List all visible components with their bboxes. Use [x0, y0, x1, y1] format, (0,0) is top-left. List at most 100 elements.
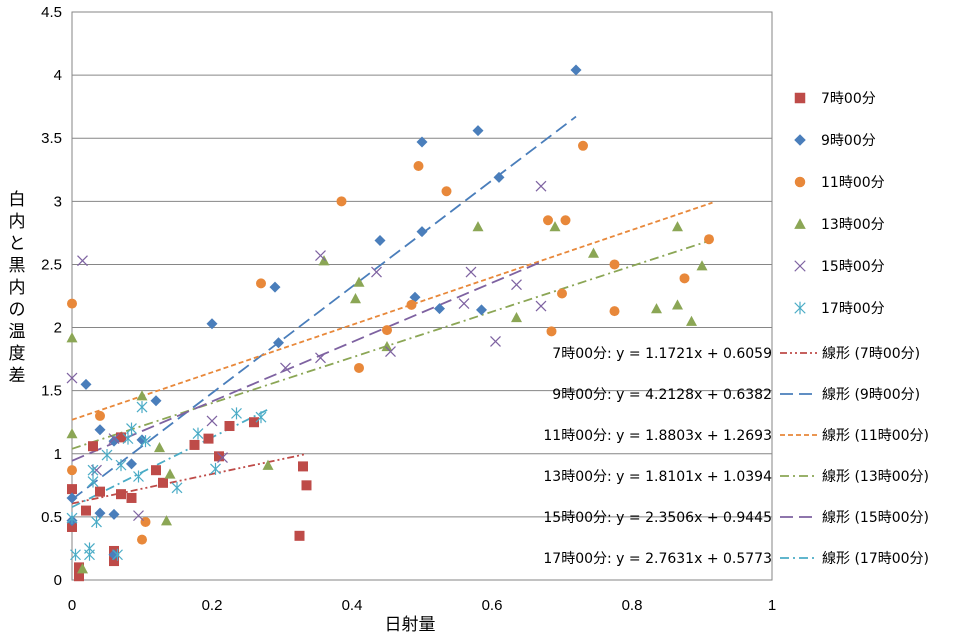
triangle-marker	[136, 390, 148, 401]
trendline	[71, 201, 713, 421]
x-marker	[385, 346, 396, 357]
asterisk-marker	[87, 475, 99, 488]
diamond-marker	[66, 492, 78, 504]
triangle-marker	[511, 311, 522, 323]
circle-marker	[794, 176, 806, 188]
y-tick-label: 4	[54, 67, 62, 84]
diamond-marker	[416, 226, 428, 238]
diamond-marker	[570, 64, 582, 76]
series-points	[66, 180, 547, 522]
asterisk-marker	[133, 470, 144, 483]
x-marker	[280, 362, 291, 374]
x-marker	[490, 336, 501, 347]
legend-label: 15時00分	[821, 259, 885, 275]
y-axis-title-char: 温	[9, 322, 26, 342]
series-points	[66, 401, 267, 561]
circle-marker	[578, 140, 588, 151]
square-marker	[214, 451, 224, 462]
asterisk-marker	[231, 407, 242, 420]
y-axis-title-char: の	[9, 300, 26, 320]
series-points	[67, 140, 714, 545]
y-tick-label: 1.5	[41, 383, 62, 400]
diamond-marker	[80, 378, 92, 390]
triangle-marker	[588, 247, 599, 258]
x-marker	[315, 352, 326, 364]
trend-equation: 13時00分: y = 1.8101x + 1.0394	[543, 469, 772, 485]
y-axis-title: 白内と黒内の温度差	[9, 190, 26, 386]
legend-trend-label: 線形 (15時00分)	[822, 510, 929, 526]
circle-marker	[557, 288, 567, 299]
x-marker	[133, 510, 144, 522]
y-axis-title-char: 黒	[9, 256, 26, 276]
y-tick-label: 3	[54, 193, 62, 210]
square-marker	[294, 530, 305, 541]
x-tick-label: 0.8	[622, 597, 643, 614]
diamond-marker	[472, 125, 484, 137]
square-marker	[67, 521, 77, 532]
x-tick-label: 0.2	[202, 597, 223, 614]
legend-label: 13時00分	[821, 217, 885, 233]
y-axis-title-char: 度	[9, 344, 26, 364]
plot-border	[71, 11, 773, 581]
square-marker	[126, 492, 137, 503]
y-axis-title-char: 差	[9, 366, 26, 386]
diamond-marker	[269, 281, 281, 293]
y-axis-title-char: 内	[9, 212, 26, 232]
asterisk-marker	[91, 515, 102, 528]
diamond-marker	[273, 337, 284, 349]
trend-equation: 9時00分: y = 4.2128x + 0.6382	[552, 387, 772, 403]
x-marker	[794, 260, 806, 272]
square-marker	[203, 433, 214, 444]
x-marker	[458, 298, 470, 309]
square-marker	[74, 562, 84, 573]
y-tick-label: 1	[54, 446, 62, 463]
asterisk-marker	[122, 432, 134, 445]
series-points	[67, 417, 312, 582]
square-marker	[109, 556, 119, 567]
square-marker	[794, 92, 806, 104]
circle-marker	[256, 278, 266, 289]
asterisk-marker	[115, 459, 127, 472]
asterisk-marker	[192, 427, 204, 440]
x-marker	[217, 452, 228, 463]
square-marker	[116, 489, 126, 500]
legend-trend-label: 線形 (17時00分)	[822, 551, 929, 567]
y-tick-label: 4.5	[41, 4, 62, 21]
square-marker	[158, 477, 168, 488]
trend-equation: 7時00分: y = 1.1721x + 0.6059	[552, 346, 772, 362]
square-marker	[74, 571, 84, 582]
y-tick-label: 0.5	[41, 509, 62, 526]
legend: 7時00分 9時00分 11時00分 13時00分 15時00分 17時00分 7時00分:…	[543, 91, 929, 567]
circle-marker	[704, 234, 714, 245]
circle-marker	[560, 215, 571, 226]
diamond-marker	[434, 303, 445, 315]
gridlines	[71, 11, 773, 581]
asterisk-marker	[112, 548, 123, 561]
square-marker	[88, 441, 98, 452]
circle-marker	[137, 534, 147, 545]
legend-label: 9時00分	[821, 133, 876, 149]
asterisk-marker	[210, 462, 221, 475]
y-tick-label: 2	[54, 320, 62, 337]
triangle-marker	[161, 515, 172, 526]
trend-equation: 11時00分: y = 1.8803x + 1.2693	[543, 428, 772, 444]
legend-trend-label: 線形 (11時00分)	[822, 428, 929, 444]
x-marker	[511, 279, 522, 291]
trend-equation: 17時00分: y = 2.7631x + 0.5773	[543, 551, 772, 567]
x-marker	[315, 250, 326, 262]
square-marker	[116, 432, 126, 443]
diamond-marker	[493, 171, 505, 183]
triangle-marker	[549, 221, 561, 232]
legend-label: 17時00分	[821, 301, 885, 317]
circle-marker	[95, 410, 105, 421]
diamond-marker	[108, 508, 120, 520]
circle-marker	[609, 259, 620, 270]
x-marker	[206, 415, 218, 427]
trendline	[71, 115, 577, 501]
square-marker	[249, 417, 259, 428]
diamond-marker	[108, 549, 120, 561]
triangle-marker	[318, 255, 330, 266]
y-axis-title-char: と	[9, 234, 26, 254]
